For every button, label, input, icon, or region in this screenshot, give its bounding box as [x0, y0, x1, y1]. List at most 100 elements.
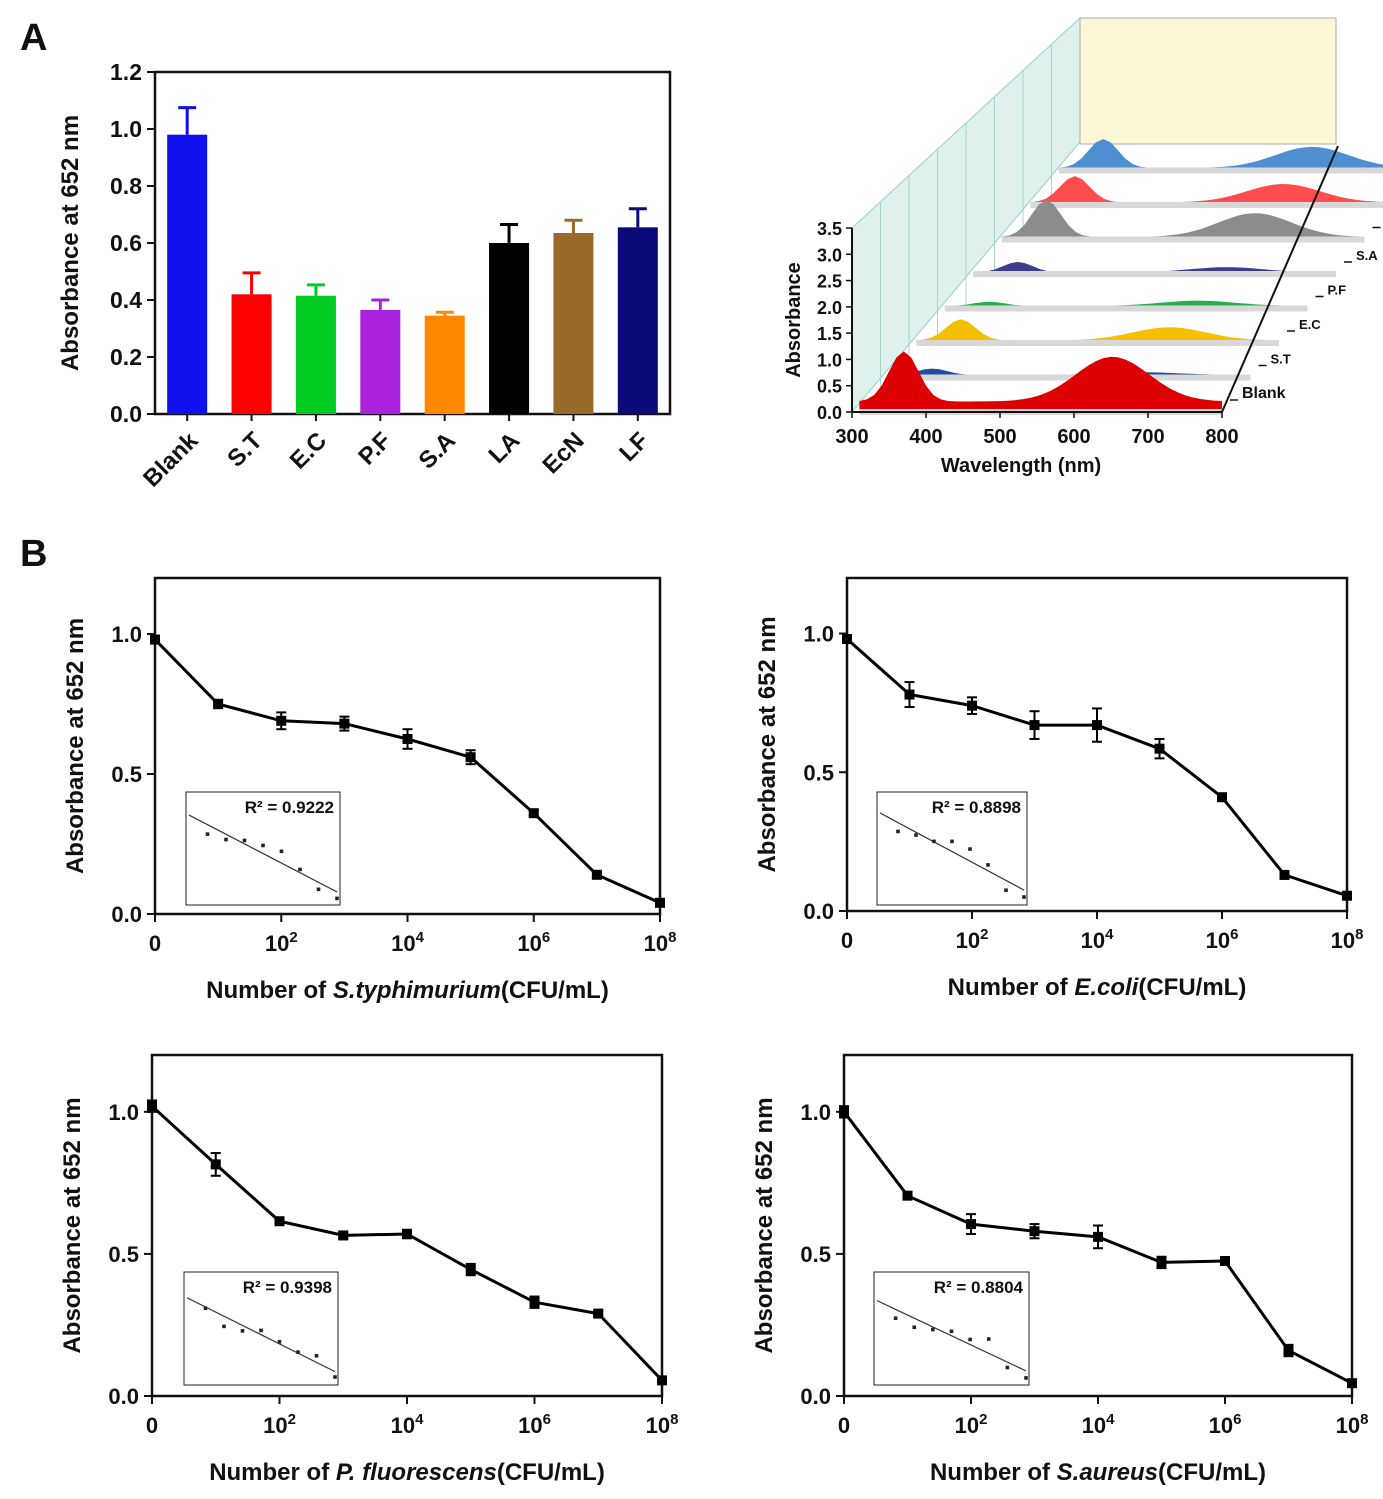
data-point [1029, 1226, 1040, 1237]
bar-y-tick-label: 0.4 [110, 287, 142, 313]
x-axis-title-part: (CFU/mL) [501, 977, 609, 1004]
data-point [465, 752, 476, 763]
inset-frame [873, 1271, 1030, 1386]
bar-category-label: LA [484, 427, 526, 469]
data-point [339, 718, 350, 729]
x-axis-title-part: (CFU/mL) [1138, 974, 1246, 1001]
line-y-tick-label: 0.0 [800, 1384, 831, 1409]
line-x-tick-label: 106 [1206, 926, 1239, 953]
line-y-tick-label: 0.0 [108, 1384, 139, 1409]
bar [489, 243, 530, 414]
line-x-tick-label: 0 [149, 931, 161, 956]
x-tick-base: 10 [1209, 1413, 1233, 1438]
x-tick-base: 0 [146, 1413, 158, 1438]
line-y-axis-title: Absorbance at 652 nm [59, 1097, 86, 1353]
inset-data-point [914, 833, 918, 837]
bar-category-label: E.C [285, 427, 332, 474]
x-tick-exponent: 6 [542, 929, 550, 946]
line-y-axis-title: Absorbance at 652 nm [62, 618, 89, 874]
inset-data-point [912, 1325, 917, 1330]
x-tick-exponent: 4 [415, 1411, 424, 1428]
line-x-tick-label: 108 [1331, 926, 1364, 953]
data-point [655, 897, 665, 908]
line-x-tick-label: 102 [956, 926, 989, 953]
spectra-x-tick-label: 700 [1131, 426, 1164, 448]
data-point [591, 869, 602, 880]
spectra-y-tick-label: 3.0 [817, 245, 842, 265]
bar-category-label: S.A [414, 427, 461, 474]
x-axis-title-part: Number of [206, 977, 333, 1004]
x-tick-exponent: 4 [1105, 926, 1114, 943]
spectra-x-axis-title: Wavelength (nm) [941, 455, 1101, 477]
line-y-tick-label: 1.0 [111, 622, 142, 647]
spectra-x-tick-label: 600 [1057, 426, 1090, 448]
data-point [338, 1230, 349, 1241]
inset-data-point [968, 847, 972, 851]
line-x-tick-label: 106 [518, 1411, 551, 1438]
line-x-tick-label: 104 [1081, 926, 1114, 953]
x-tick-exponent: 2 [288, 1411, 296, 1428]
inset-data-point [296, 1350, 300, 1354]
x-tick-base: 10 [644, 931, 668, 956]
line-y-axis-title: Absorbance at 652 nm [751, 1097, 778, 1353]
data-point [150, 634, 160, 645]
spectrum-series-label: S.T [1271, 352, 1291, 367]
inset-data-point [314, 1353, 319, 1358]
x-axis-title-part: S.typhimurium [333, 977, 501, 1004]
x-tick-base: 10 [956, 928, 980, 953]
inset-data-point [1005, 1365, 1010, 1370]
data-point [1092, 720, 1102, 731]
inset-fit-line [879, 812, 1025, 891]
inset-r-squared: R² = 0.8898 [932, 798, 1021, 817]
line-x-axis-title: Number of S.aureus(CFU/mL) [930, 1459, 1266, 1486]
data-point [839, 1106, 849, 1117]
bar [617, 227, 658, 414]
bar-category-label: EcN [538, 427, 590, 479]
x-tick-base: 10 [1331, 928, 1355, 953]
data-point [1347, 1378, 1357, 1389]
line-x-tick-label: 108 [1336, 1411, 1369, 1438]
bar [360, 309, 401, 414]
spectra-depth-axis [1221, 145, 1339, 413]
spectrum-series-label: E.C [1299, 317, 1321, 332]
x-tick-base: 0 [841, 928, 853, 953]
data-point [1093, 1231, 1103, 1242]
data-point [1283, 1345, 1294, 1356]
line-x-tick-label: 104 [391, 929, 424, 956]
x-tick-base: 10 [391, 931, 415, 956]
inset-fit-line [876, 1300, 1027, 1372]
inset-frame [183, 1271, 339, 1386]
spectrum-series-label: S.A [1356, 248, 1378, 263]
bar-category-label: LF [614, 427, 654, 467]
x-axis-title-part: (CFU/mL) [1158, 1459, 1266, 1486]
spectra-x-tick-label: 500 [983, 426, 1016, 448]
data-point [1029, 720, 1040, 731]
inset-data-point [932, 839, 936, 844]
data-point [402, 1229, 412, 1240]
line-y-tick-label: 0.5 [111, 762, 142, 787]
x-tick-base: 10 [646, 1413, 670, 1438]
bar-y-tick-label: 1.2 [110, 59, 142, 85]
line-x-tick-label: 106 [517, 929, 550, 956]
x-tick-base: 0 [838, 1413, 850, 1438]
line-y-tick-label: 0.5 [108, 1242, 139, 1267]
data-point [966, 1219, 976, 1230]
bar [553, 233, 594, 414]
data-point [213, 699, 224, 709]
inset-data-point [986, 1337, 991, 1341]
inset-data-point [203, 1306, 208, 1311]
data-point [967, 700, 977, 711]
x-tick-exponent: 4 [1106, 1411, 1115, 1428]
line-x-tick-label: 106 [1209, 1411, 1242, 1438]
bar [424, 315, 465, 414]
data-point [904, 689, 915, 700]
inset-data-point [277, 1339, 282, 1344]
line-x-tick-label: 102 [955, 1411, 988, 1438]
inset-data-point [279, 849, 284, 854]
panel-label-b: B [20, 533, 47, 575]
spectrum-series-label: Blank [1242, 385, 1286, 402]
line-y-tick-label: 1.0 [800, 1100, 831, 1125]
spectrum-area [1001, 200, 1365, 240]
